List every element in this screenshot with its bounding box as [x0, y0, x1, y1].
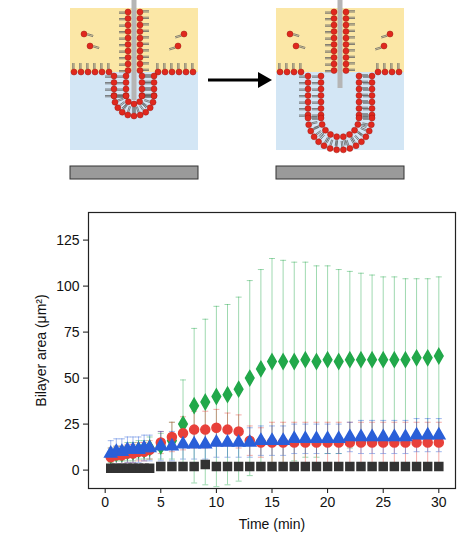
svg-text:20: 20	[320, 494, 336, 510]
svg-text:100: 100	[56, 278, 80, 294]
svg-text:0: 0	[101, 494, 109, 510]
svg-text:Bilayer area (μm²): Bilayer area (μm²)	[33, 294, 49, 406]
svg-text:25: 25	[64, 416, 80, 432]
svg-text:25: 25	[375, 494, 391, 510]
svg-text:75: 75	[64, 324, 80, 340]
svg-text:50: 50	[64, 370, 80, 386]
svg-text:15: 15	[264, 494, 280, 510]
svg-text:30: 30	[431, 494, 447, 510]
svg-text:10: 10	[209, 494, 225, 510]
svg-text:5: 5	[157, 494, 165, 510]
svg-text:0: 0	[72, 462, 80, 478]
svg-text:Time (min): Time (min)	[239, 516, 305, 532]
svg-text:125: 125	[56, 232, 80, 248]
